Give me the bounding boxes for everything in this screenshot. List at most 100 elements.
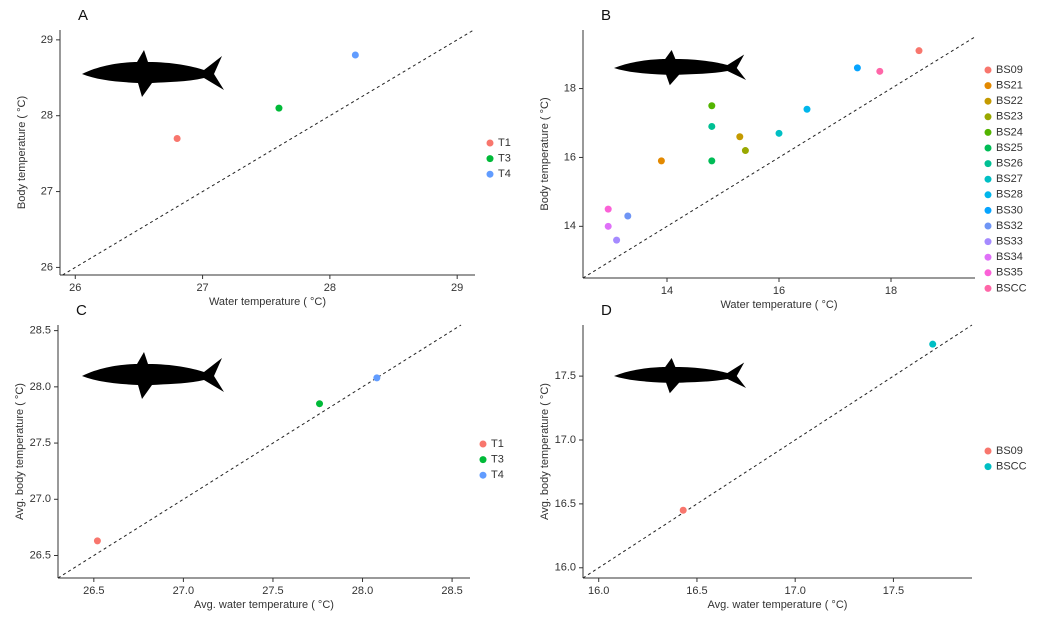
legend-swatch — [984, 447, 992, 455]
data-point — [604, 222, 612, 230]
legend-label: BS21 — [996, 80, 1023, 92]
legend-swatch — [984, 206, 992, 214]
y-tick-label: 16.5 — [555, 498, 576, 510]
legend-swatch — [984, 128, 992, 136]
y-tick-label: 26.5 — [30, 549, 51, 561]
x-tick-label: 28 — [324, 282, 336, 294]
x-tick-label: 16 — [773, 285, 785, 297]
x-tick-label: 14 — [661, 285, 673, 297]
data-point — [373, 374, 381, 382]
data-point — [93, 537, 101, 545]
legend-label: BS33 — [996, 236, 1023, 248]
data-point — [741, 147, 749, 155]
y-tick-label: 16.0 — [555, 562, 576, 574]
y-tick-label: 28.0 — [30, 381, 51, 393]
data-point — [915, 47, 923, 55]
legend-label: T4 — [491, 469, 504, 481]
legend-swatch — [984, 66, 992, 74]
x-tick-label: 27.0 — [173, 585, 194, 597]
legend-swatch — [479, 471, 487, 479]
legend-label: BS23 — [996, 111, 1023, 123]
legend-label: BS35 — [996, 267, 1023, 279]
x-tick-label: 26 — [69, 282, 81, 294]
legend-swatch — [984, 175, 992, 183]
panel-label: A — [78, 7, 88, 24]
legend-label: BS24 — [996, 126, 1023, 138]
legend-label: T1 — [491, 438, 504, 450]
legend-label: BS28 — [996, 189, 1023, 201]
legend-swatch — [479, 440, 487, 448]
identity-line — [582, 324, 973, 579]
x-tick-label: 17.0 — [784, 585, 805, 597]
data-point — [604, 205, 612, 213]
x-tick-label: 16.0 — [588, 585, 609, 597]
legend-label: BS27 — [996, 173, 1023, 185]
x-tick-label: 28.5 — [441, 585, 462, 597]
legend-swatch — [486, 139, 494, 147]
shark-silhouette — [614, 358, 747, 394]
y-tick-label: 18 — [564, 82, 576, 94]
y-axis-label: Body temperature ( °C) — [16, 96, 28, 209]
y-tick-label: 28.5 — [30, 325, 51, 337]
legend-swatch — [984, 191, 992, 199]
data-point — [613, 236, 621, 244]
data-point — [876, 67, 884, 75]
panel-label: D — [601, 302, 612, 319]
legend-label: BS25 — [996, 142, 1023, 154]
legend-swatch — [984, 82, 992, 90]
shark-silhouette — [82, 352, 224, 399]
x-tick-label: 18 — [885, 285, 897, 297]
x-axis-label: Water temperature ( °C) — [720, 299, 837, 311]
legend-label: BS09 — [996, 445, 1023, 457]
y-tick-label: 27 — [41, 185, 53, 197]
legend-label: BS26 — [996, 158, 1023, 170]
legend-swatch — [486, 155, 494, 163]
legend-swatch — [984, 144, 992, 152]
y-tick-label: 29 — [41, 34, 53, 46]
legend-label: BS34 — [996, 251, 1023, 263]
y-axis-label: Avg. body temperature ( °C) — [539, 383, 551, 520]
legend-label: BSCC — [996, 461, 1027, 473]
data-point — [775, 129, 783, 137]
data-point — [853, 64, 861, 72]
x-tick-label: 16.5 — [686, 585, 707, 597]
x-tick-label: 27 — [196, 282, 208, 294]
legend-swatch — [984, 269, 992, 277]
y-tick-label: 28 — [41, 110, 53, 122]
panel-label: C — [76, 302, 87, 319]
data-point — [736, 133, 744, 141]
data-point — [624, 212, 632, 220]
x-axis-label: Avg. water temperature ( °C) — [194, 599, 334, 611]
panel-label: B — [601, 7, 611, 24]
identity-line — [57, 324, 462, 579]
data-point — [679, 506, 687, 514]
data-point — [708, 122, 716, 130]
legend-label: T3 — [498, 153, 511, 165]
legend-label: BS09 — [996, 64, 1023, 76]
legend-swatch — [984, 284, 992, 292]
y-tick-label: 17.5 — [555, 370, 576, 382]
y-axis-label: Avg. body temperature ( °C) — [14, 383, 26, 520]
legend-label: T4 — [498, 168, 511, 180]
legend-swatch — [984, 238, 992, 246]
legend-label: T1 — [498, 137, 511, 149]
data-point — [708, 102, 716, 110]
identity-line — [582, 36, 976, 279]
data-point — [657, 157, 665, 165]
x-axis-label: Water temperature ( °C) — [209, 296, 326, 308]
legend-label: BSCC — [996, 282, 1027, 294]
x-tick-label: 26.5 — [83, 585, 104, 597]
x-tick-label: 27.5 — [262, 585, 283, 597]
legend-label: BS32 — [996, 220, 1023, 232]
shark-silhouette — [614, 50, 747, 86]
identity-line — [62, 29, 474, 276]
data-point — [708, 157, 716, 165]
legend-swatch — [486, 170, 494, 178]
y-axis-label: Body temperature ( °C) — [539, 97, 551, 210]
y-tick-label: 16 — [564, 151, 576, 163]
legend-swatch — [984, 222, 992, 230]
y-tick-label: 14 — [564, 220, 576, 232]
y-tick-label: 27.0 — [30, 493, 51, 505]
x-tick-label: 28.0 — [352, 585, 373, 597]
